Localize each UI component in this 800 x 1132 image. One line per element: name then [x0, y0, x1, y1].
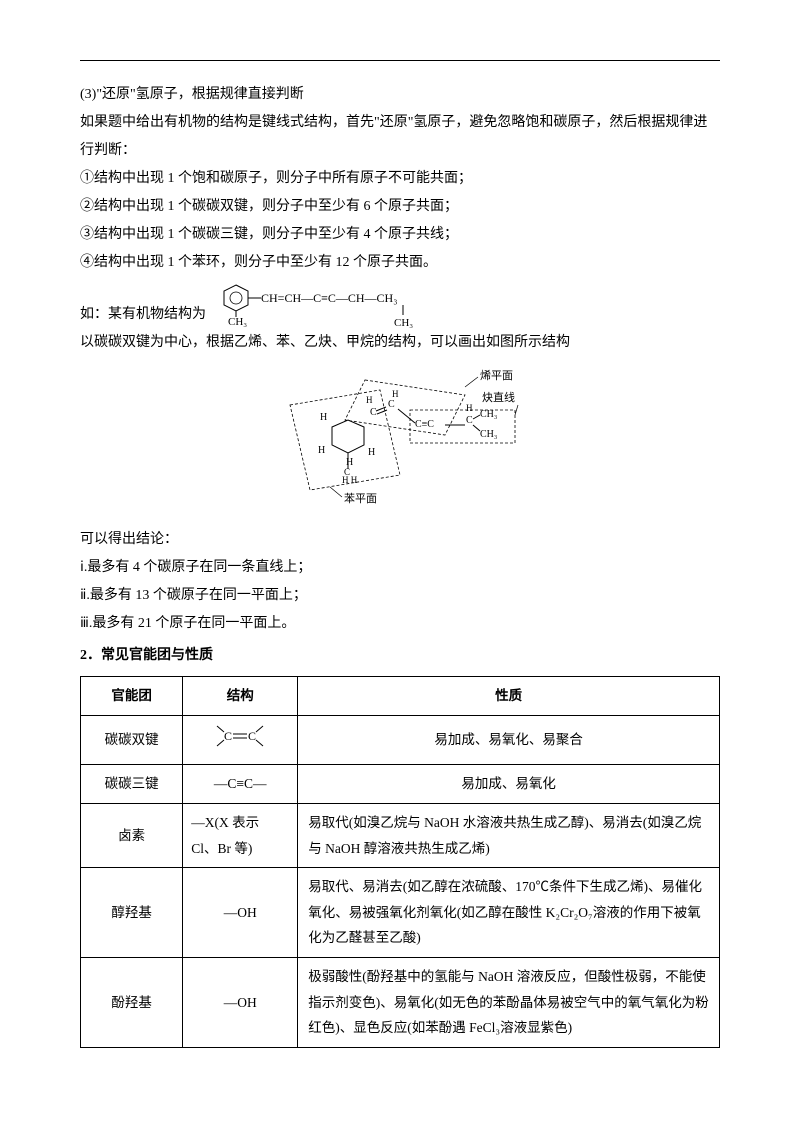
- svg-text:C≡C: C≡C: [415, 419, 434, 430]
- branch-ch3: CH₃: [394, 317, 413, 329]
- conclusion-3: ⅲ.最多有 21 个原子在同一平面上。: [80, 610, 720, 638]
- ring-ch3: CH₃: [228, 316, 247, 328]
- top-divider: [80, 60, 720, 61]
- svg-text:C: C: [224, 729, 232, 743]
- svg-text:H: H: [320, 412, 327, 423]
- svg-text:C: C: [466, 415, 473, 426]
- svg-text:C: C: [370, 407, 377, 418]
- table-row: 酚羟基 —OH 极弱酸性(酚羟基中的氢能与 NaOH 溶液反应，但酸性极弱，不能…: [81, 958, 720, 1048]
- conclusion-1: ⅰ.最多有 4 个碳原子在同一条直线上；: [80, 554, 720, 582]
- svg-text:H: H: [318, 445, 325, 456]
- cell-props: 易加成、易氧化: [298, 765, 720, 804]
- rule-2: ②结构中出现 1 个碳碳双键，则分子中至少有 6 个原子共面；: [80, 193, 720, 221]
- cell-struct: —OH: [183, 868, 298, 958]
- cell-props: 易加成、易氧化、易聚合: [298, 715, 720, 765]
- label-alkene: 烯平面: [480, 369, 513, 382]
- para-intro: 如果题中给出有机物的结构是键线式结构，首先"还原"氢原子，避免忽略饱和碳原子，然…: [80, 109, 720, 165]
- table-row: 碳碳三键 —C≡C— 易加成、易氧化: [81, 765, 720, 804]
- conclusion-intro: 可以得出结论：: [80, 526, 720, 554]
- cell-name: 碳碳双键: [81, 715, 183, 765]
- rule-1: ①结构中出现 1 个饱和碳原子，则分子中所有原子不可能共面；: [80, 165, 720, 193]
- svg-text:H: H: [392, 389, 399, 399]
- rule-3: ③结构中出现 1 个碳碳三键，则分子中至少有 4 个原子共线；: [80, 221, 720, 249]
- para-3-title: (3)"还原"氢原子，根据规律直接判断: [80, 81, 720, 109]
- th-props: 性质: [298, 677, 720, 716]
- functional-groups-table: 官能团 结构 性质 碳碳双键 C C 易加成、易氧化、易聚合 碳碳三键 —C≡C…: [80, 676, 720, 1048]
- th-name: 官能团: [81, 677, 183, 716]
- rule-4: ④结构中出现 1 个苯环，则分子中至少有 12 个原子共面。: [80, 249, 720, 277]
- svg-text:H: H: [368, 447, 375, 458]
- section-2-title: 2．常见官能团与性质: [80, 642, 720, 670]
- conclusion-2: ⅱ.最多有 13 个碳原子在同一平面上；: [80, 582, 720, 610]
- cell-props: 极弱酸性(酚羟基中的氢能与 NaOH 溶液反应，但酸性极弱，不能使指示剂变色)、…: [298, 958, 720, 1048]
- svg-text:H: H: [366, 395, 373, 405]
- label-alkyne: 炔直线: [482, 390, 515, 404]
- cell-struct: C C: [183, 715, 298, 765]
- cell-props: 易取代、易消去(如乙醇在浓硫酸、170℃条件下生成乙烯)、易催化氧化、易被强氧化…: [298, 868, 720, 958]
- cell-struct: —X(X 表示 Cl、Br 等): [183, 803, 298, 867]
- svg-text:C: C: [248, 729, 256, 743]
- structure-diagram: H H H H C C H H C≡C C CH₃ CH₃ H H H C 烯平…: [80, 365, 720, 516]
- struct-line1: —X(X 表示: [191, 815, 259, 830]
- svg-text:H: H: [466, 403, 473, 413]
- svg-text:C: C: [388, 399, 395, 410]
- example-line: 如：某有机物结构为 CH₃ CH=CH—C≡C—CH—CH₃ CH₃: [80, 277, 720, 329]
- cell-name: 醇羟基: [81, 868, 183, 958]
- cell-struct: —OH: [183, 958, 298, 1048]
- example-prefix: 如：某有机物结构为: [80, 301, 206, 329]
- struct-line2: Cl、Br 等): [191, 841, 252, 856]
- cell-props: 易取代(如溴乙烷与 NaOH 水溶液共热生成乙醇)、易消去(如溴乙烷与 NaOH…: [298, 803, 720, 867]
- svg-text:CH₃: CH₃: [480, 429, 497, 440]
- para-draw: 以碳碳双键为中心，根据乙烯、苯、乙炔、甲烷的结构，可以画出如图所示结构: [80, 329, 720, 357]
- cell-struct: —C≡C—: [183, 765, 298, 804]
- svg-text:CH₃: CH₃: [480, 409, 497, 420]
- th-struct: 结构: [183, 677, 298, 716]
- chain-text: CH=CH—C≡C—CH—CH₃: [261, 291, 397, 305]
- cell-name: 酚羟基: [81, 958, 183, 1048]
- cell-name: 碳碳三键: [81, 765, 183, 804]
- table-row: 醇羟基 —OH 易取代、易消去(如乙醇在浓硫酸、170℃条件下生成乙烯)、易催化…: [81, 868, 720, 958]
- molecule-formula: CH₃ CH=CH—C≡C—CH—CH₃ CH₃: [216, 277, 466, 329]
- svg-text:C: C: [344, 467, 350, 477]
- label-benzene: 苯平面: [344, 491, 377, 505]
- table-row: 卤素 —X(X 表示 Cl、Br 等) 易取代(如溴乙烷与 NaOH 水溶液共热…: [81, 803, 720, 867]
- table-header-row: 官能团 结构 性质: [81, 677, 720, 716]
- table-row: 碳碳双键 C C 易加成、易氧化、易聚合: [81, 715, 720, 765]
- cell-name: 卤素: [81, 803, 183, 867]
